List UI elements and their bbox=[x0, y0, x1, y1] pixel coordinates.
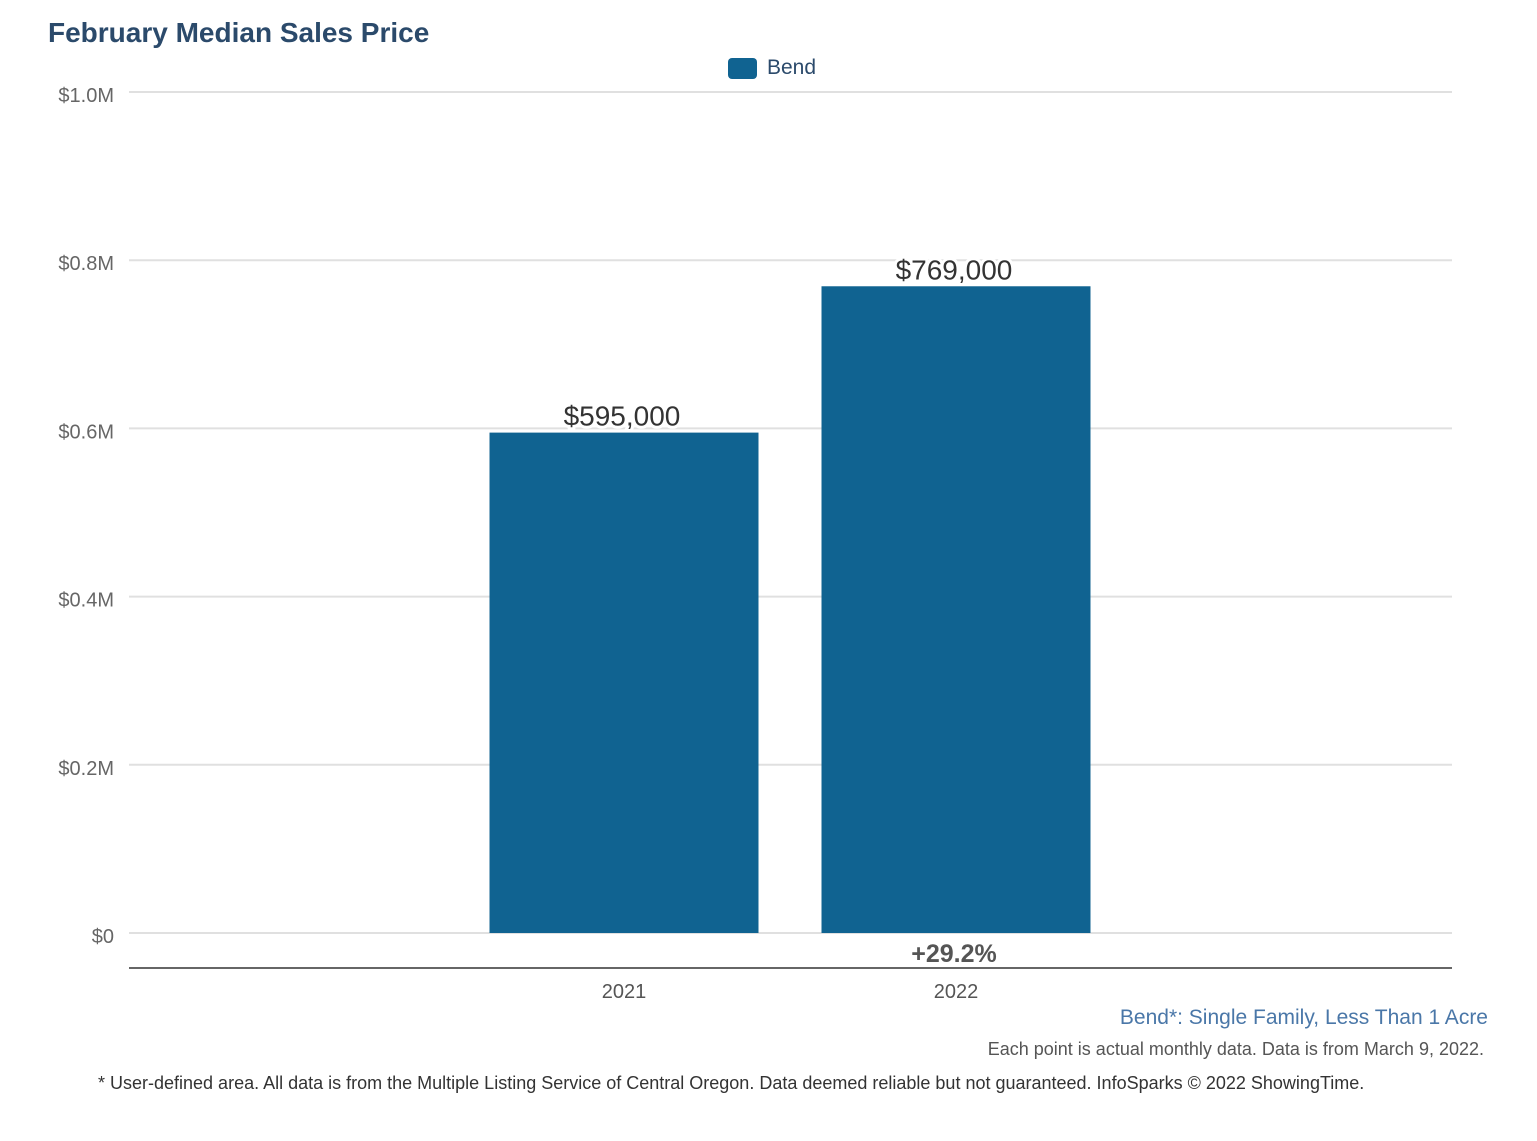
y-tick-label: $0 bbox=[92, 926, 114, 948]
bar bbox=[489, 432, 759, 933]
legend-swatch bbox=[728, 57, 757, 79]
y-tick-label: $0.4M bbox=[58, 590, 114, 612]
change-label: +29.2% bbox=[911, 940, 997, 968]
y-tick-label: $0.6M bbox=[58, 421, 114, 443]
chart-subtitle: Bend*: Single Family, Less Than 1 Acre bbox=[1119, 1006, 1488, 1029]
x-tick-label: 2022 bbox=[934, 981, 979, 1003]
footer-disclaimer: * User-defined area. All data is from th… bbox=[98, 1073, 1365, 1093]
y-tick-label: $0.2M bbox=[58, 758, 114, 780]
bar bbox=[821, 286, 1091, 933]
y-tick-label: $1.0M bbox=[58, 85, 114, 107]
legend-label: Bend bbox=[767, 56, 817, 79]
x-tick-label: 2021 bbox=[602, 981, 647, 1003]
data-note: Each point is actual monthly data. Data … bbox=[987, 1039, 1484, 1059]
data-label: $769,000 bbox=[896, 254, 1013, 285]
y-tick-label: $0.8M bbox=[58, 253, 114, 275]
data-label: $595,000 bbox=[564, 401, 681, 432]
chart-title: February Median Sales Price bbox=[48, 17, 430, 48]
legend[interactable]: Bend bbox=[728, 56, 816, 80]
